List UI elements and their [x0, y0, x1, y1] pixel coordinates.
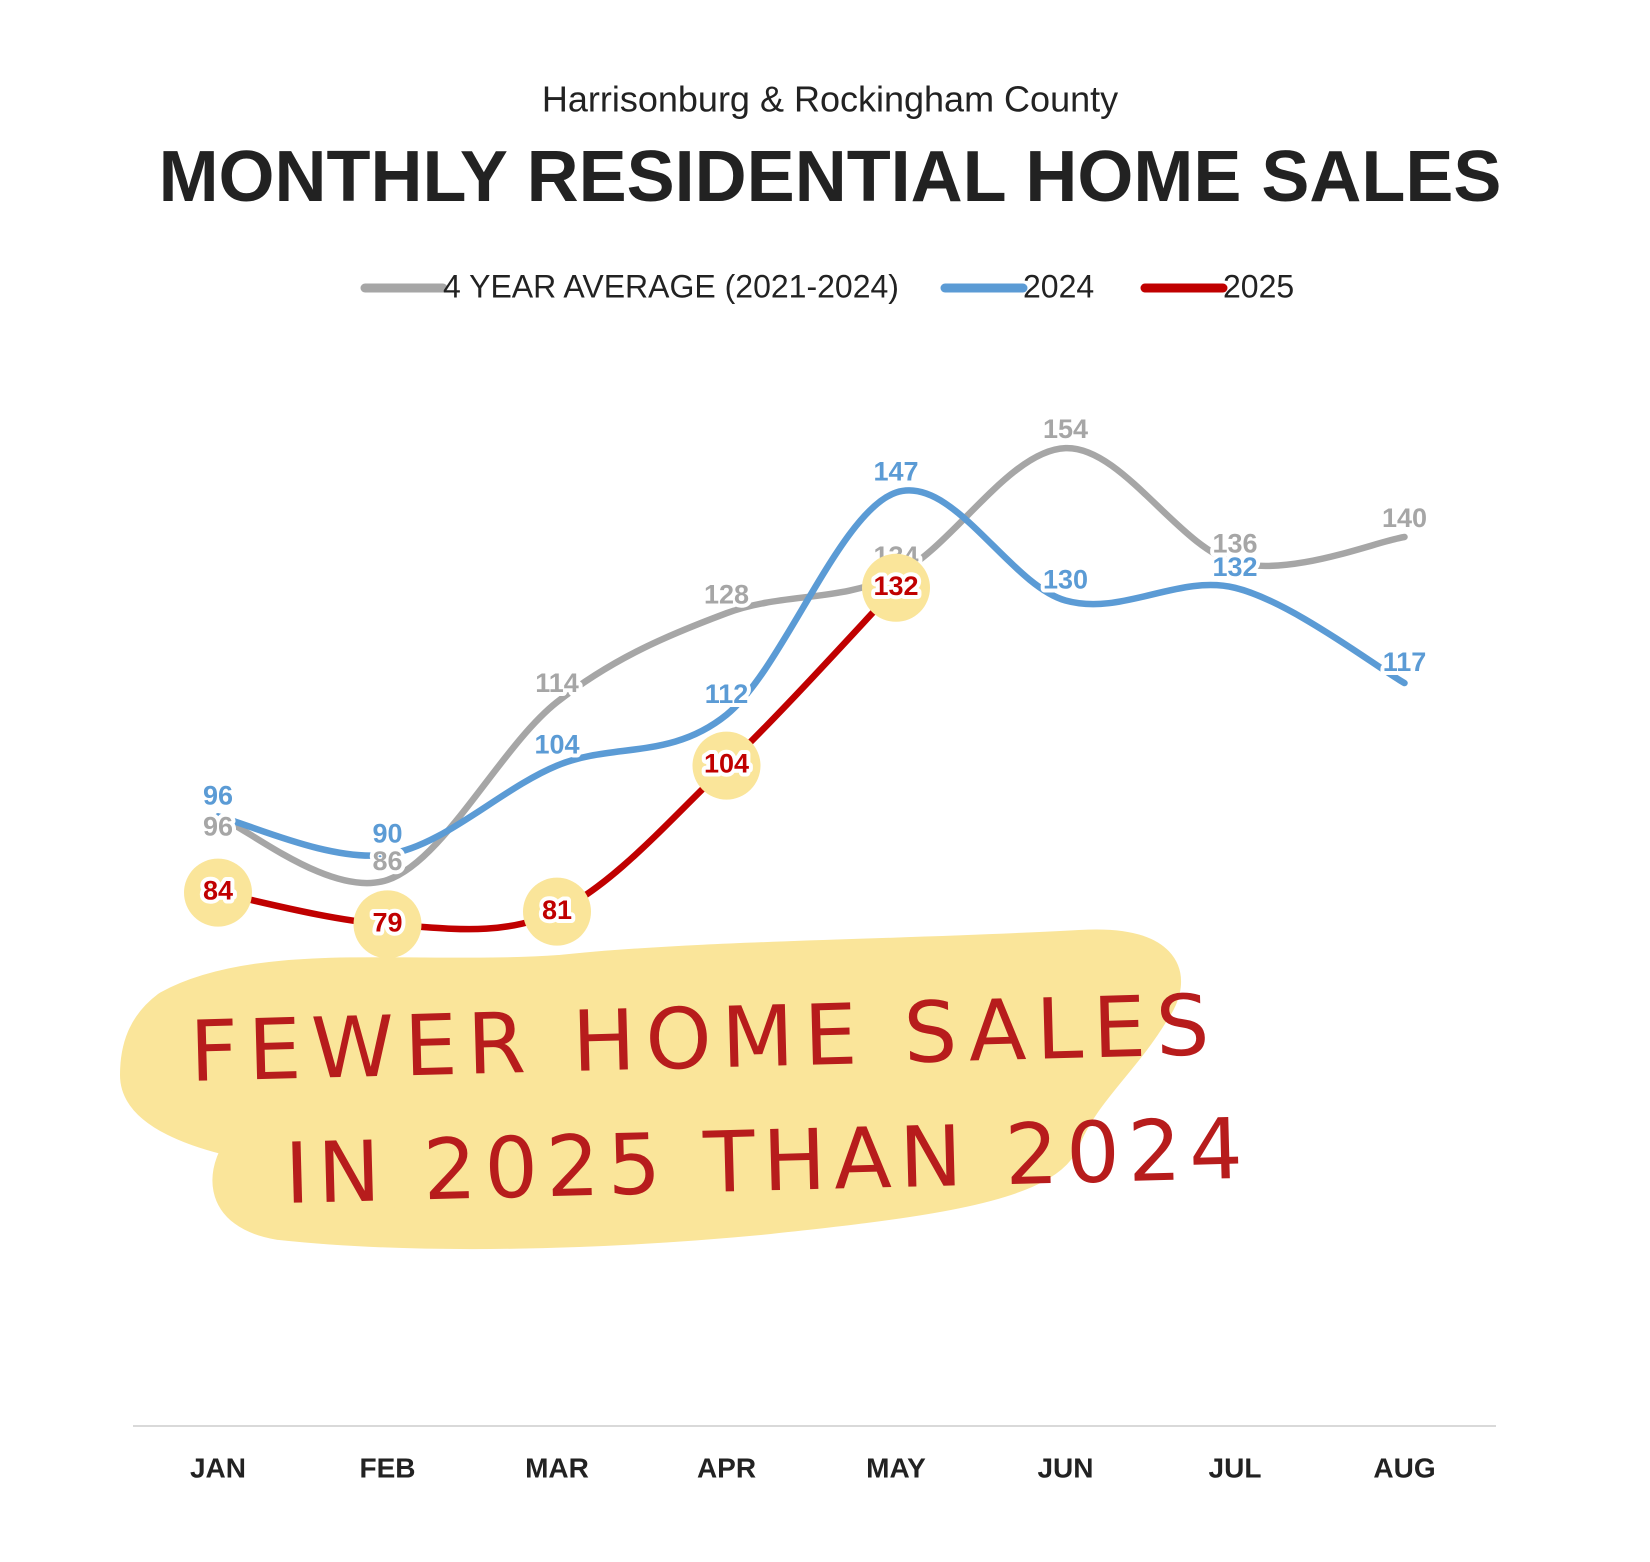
value-highlight	[692, 731, 761, 800]
data-label: 90	[372, 819, 402, 849]
x-tick-label: FEB	[360, 1452, 416, 1483]
data-label: 136	[1212, 529, 1257, 559]
value-highlight	[523, 877, 591, 946]
data-label: 140	[1382, 503, 1427, 533]
value-highlight	[184, 858, 252, 927]
legend-label: 2025	[1223, 268, 1294, 304]
data-label: 128	[704, 579, 749, 609]
data-label: 112	[705, 679, 749, 709]
data-label: 84	[203, 876, 233, 906]
data-label: 132	[873, 571, 918, 601]
chart-subtitle: Harrisonburg & Rockingham County	[542, 79, 1118, 120]
data-label: 79	[372, 907, 402, 937]
x-tick-label: APR	[697, 1452, 756, 1483]
data-label: 114	[535, 668, 579, 698]
value-highlight	[353, 890, 422, 959]
data-label: 81	[542, 895, 572, 925]
data-label: 130	[1043, 565, 1088, 595]
data-label: 104	[534, 730, 579, 760]
data-label: 96	[203, 812, 233, 842]
x-tick-label: MAY	[866, 1452, 926, 1483]
x-tick-label: JUL	[1209, 1452, 1262, 1483]
data-label: 96	[203, 781, 233, 811]
value-highlight	[862, 553, 930, 622]
data-label: 132	[1212, 552, 1257, 582]
annotation-highlight	[120, 929, 1181, 1250]
data-label: 86	[372, 846, 402, 876]
series-line	[214, 487, 1408, 859]
x-tick-label: MAR	[525, 1452, 589, 1483]
data-label: 117	[1383, 647, 1427, 677]
labels: 9686114128134154136140969010411214713013…	[184, 410, 1431, 959]
x-tick-label: JAN	[190, 1452, 246, 1483]
x-tick-label: JUN	[1037, 1452, 1093, 1483]
legend-label: 2024	[1023, 268, 1094, 304]
legend-label: 4 YEAR AVERAGE (2021-2024)	[443, 268, 899, 304]
data-label: 104	[704, 749, 749, 779]
chart-title: MONTHLY RESIDENTIAL HOME SALES	[159, 137, 1502, 217]
data-label: 154	[1043, 414, 1088, 444]
x-tick-label: AUG	[1373, 1452, 1435, 1483]
data-label: 147	[873, 457, 918, 487]
